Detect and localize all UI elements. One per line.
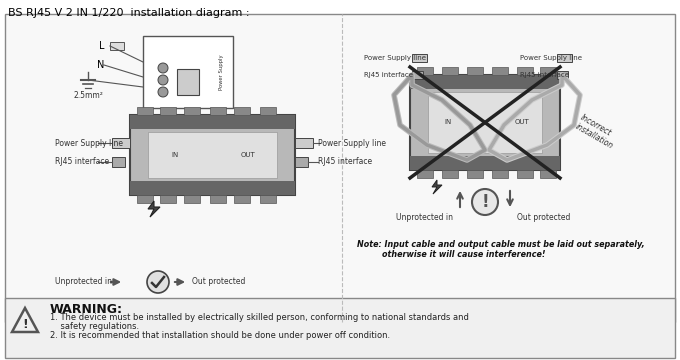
Polygon shape — [148, 201, 160, 217]
FancyBboxPatch shape — [517, 170, 533, 178]
Circle shape — [158, 75, 168, 85]
Text: 2. It is recommended that installation should be done under power off condition.: 2. It is recommended that installation s… — [50, 331, 390, 340]
Polygon shape — [12, 308, 38, 332]
FancyBboxPatch shape — [442, 67, 458, 75]
Text: Power Supply line: Power Supply line — [318, 139, 386, 148]
FancyBboxPatch shape — [557, 54, 572, 62]
Circle shape — [158, 87, 168, 97]
FancyBboxPatch shape — [160, 195, 176, 203]
FancyBboxPatch shape — [5, 298, 675, 358]
FancyBboxPatch shape — [410, 75, 560, 170]
FancyBboxPatch shape — [412, 71, 423, 79]
Text: IN: IN — [444, 119, 452, 125]
Circle shape — [472, 189, 498, 215]
FancyBboxPatch shape — [260, 107, 276, 115]
FancyBboxPatch shape — [177, 69, 199, 95]
Text: OUT: OUT — [515, 119, 529, 125]
FancyBboxPatch shape — [210, 195, 226, 203]
Polygon shape — [432, 180, 442, 194]
FancyBboxPatch shape — [557, 71, 568, 79]
Text: WARNING:: WARNING: — [50, 303, 123, 316]
FancyBboxPatch shape — [517, 67, 533, 75]
FancyBboxPatch shape — [260, 195, 276, 203]
Text: Power Supply line: Power Supply line — [55, 139, 123, 148]
FancyBboxPatch shape — [5, 14, 675, 322]
Text: RJ45 interface: RJ45 interface — [520, 72, 569, 78]
FancyBboxPatch shape — [540, 67, 556, 75]
FancyBboxPatch shape — [428, 92, 542, 153]
FancyBboxPatch shape — [295, 157, 308, 167]
FancyBboxPatch shape — [492, 170, 508, 178]
Text: Unprotected in: Unprotected in — [55, 278, 112, 287]
Text: BS RJ45 V 2 IN 1/220  installation diagram :: BS RJ45 V 2 IN 1/220 installation diagra… — [8, 8, 250, 18]
Text: Power Supply: Power Supply — [220, 54, 224, 90]
FancyBboxPatch shape — [210, 107, 226, 115]
Text: RJ45 interface: RJ45 interface — [318, 158, 372, 166]
Text: 2.5mm²: 2.5mm² — [73, 91, 103, 100]
Text: Unprotected in: Unprotected in — [396, 213, 452, 222]
Text: Power Supply line: Power Supply line — [520, 55, 582, 61]
FancyBboxPatch shape — [410, 75, 560, 89]
FancyBboxPatch shape — [467, 67, 483, 75]
Text: !: ! — [481, 193, 489, 211]
FancyBboxPatch shape — [234, 107, 250, 115]
FancyBboxPatch shape — [130, 115, 295, 195]
Circle shape — [147, 271, 169, 293]
FancyBboxPatch shape — [417, 170, 433, 178]
Text: Power Supply line: Power Supply line — [364, 55, 426, 61]
Text: N: N — [97, 60, 104, 70]
FancyBboxPatch shape — [112, 157, 125, 167]
FancyBboxPatch shape — [442, 170, 458, 178]
Text: 1. The device must be installed by electrically skilled person, conforming to na: 1. The device must be installed by elect… — [50, 313, 469, 322]
Circle shape — [158, 63, 168, 73]
FancyBboxPatch shape — [412, 54, 427, 62]
Text: safety regulations.: safety regulations. — [50, 322, 139, 331]
FancyBboxPatch shape — [137, 195, 153, 203]
FancyBboxPatch shape — [410, 156, 560, 170]
Text: IN: IN — [171, 152, 179, 158]
Text: RJ45 interface: RJ45 interface — [364, 72, 413, 78]
Text: Out protected: Out protected — [192, 278, 245, 287]
FancyBboxPatch shape — [110, 42, 124, 50]
FancyBboxPatch shape — [148, 132, 277, 178]
Text: Out protected: Out protected — [517, 213, 571, 222]
FancyBboxPatch shape — [467, 170, 483, 178]
FancyBboxPatch shape — [137, 107, 153, 115]
FancyArrowPatch shape — [111, 279, 119, 285]
Text: OUT: OUT — [241, 152, 256, 158]
Text: Incorrect
installation: Incorrect installation — [574, 113, 620, 151]
FancyBboxPatch shape — [130, 181, 295, 195]
FancyBboxPatch shape — [540, 170, 556, 178]
FancyBboxPatch shape — [184, 195, 200, 203]
Text: RJ45 interface: RJ45 interface — [55, 158, 109, 166]
FancyBboxPatch shape — [492, 67, 508, 75]
FancyBboxPatch shape — [160, 107, 176, 115]
FancyBboxPatch shape — [184, 107, 200, 115]
FancyBboxPatch shape — [417, 67, 433, 75]
FancyArrowPatch shape — [175, 279, 183, 285]
FancyBboxPatch shape — [143, 36, 233, 108]
Text: Note: Input cable and output cable must be laid out separately,: Note: Input cable and output cable must … — [357, 240, 645, 249]
FancyBboxPatch shape — [234, 195, 250, 203]
Text: otherwise it will cause interference!: otherwise it will cause interference! — [382, 250, 545, 259]
Text: L: L — [99, 41, 104, 51]
Text: !: ! — [22, 318, 28, 330]
FancyBboxPatch shape — [112, 138, 130, 148]
FancyBboxPatch shape — [130, 115, 295, 129]
FancyBboxPatch shape — [295, 138, 313, 148]
